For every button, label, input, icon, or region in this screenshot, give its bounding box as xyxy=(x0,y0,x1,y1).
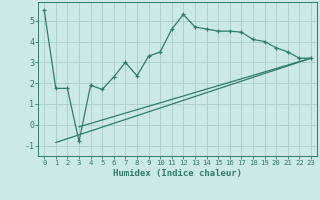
X-axis label: Humidex (Indice chaleur): Humidex (Indice chaleur) xyxy=(113,169,242,178)
